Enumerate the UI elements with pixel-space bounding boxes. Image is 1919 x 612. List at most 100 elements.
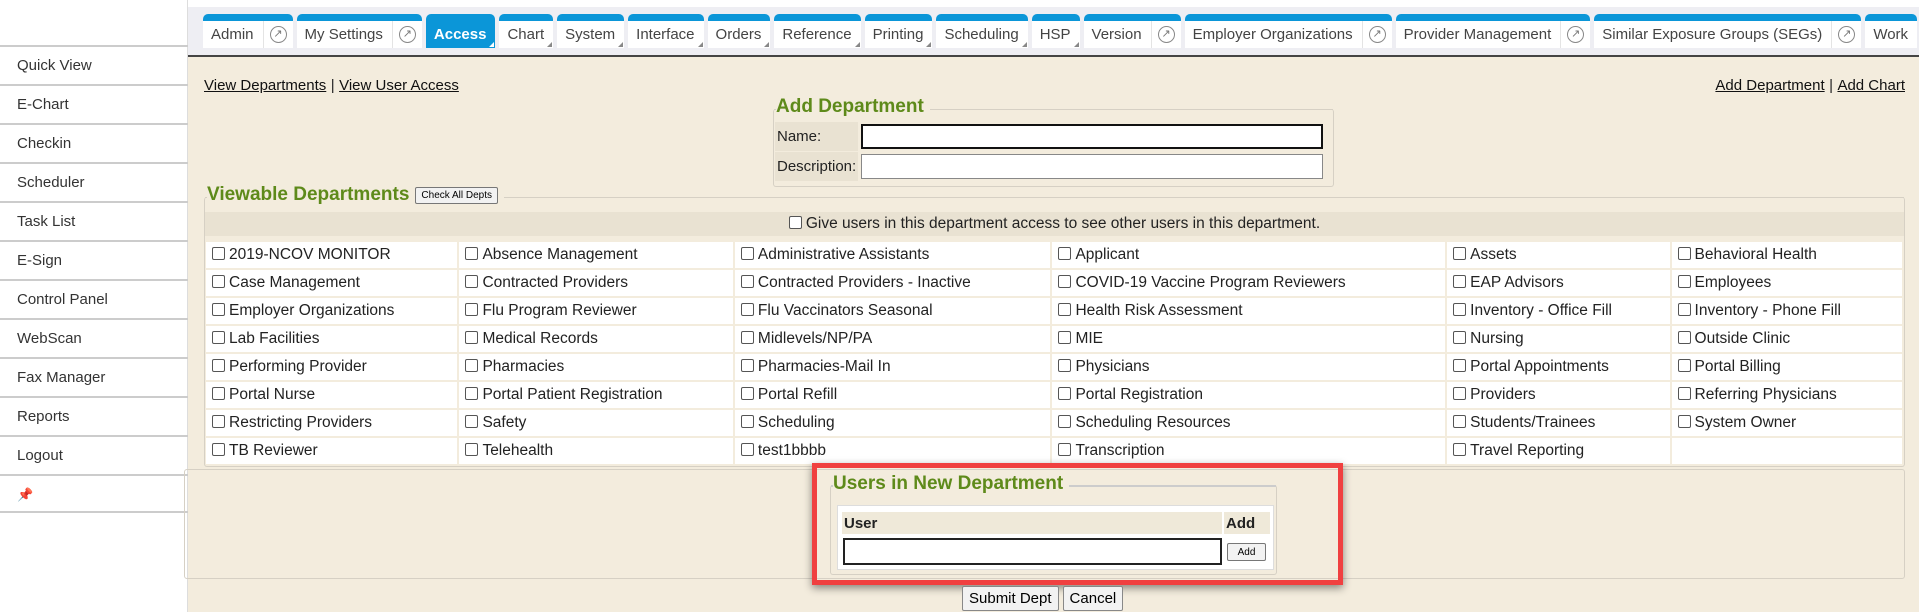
open-external-button[interactable]: ↗ [1150,21,1181,48]
department-option[interactable]: TB Reviewer [206,438,458,464]
department-option[interactable]: Portal Nurse [206,382,458,408]
department-option[interactable]: Portal Refill [734,382,1051,408]
department-option[interactable]: Telehealth [459,438,733,464]
tab-system[interactable]: System [557,14,625,48]
department-option[interactable]: Portal Billing [1671,354,1902,380]
department-checkbox[interactable] [1058,387,1072,400]
description-input[interactable] [861,154,1324,179]
department-checkbox[interactable] [1453,247,1467,260]
tab-scheduling[interactable]: Scheduling [936,14,1028,48]
department-checkbox[interactable] [1453,359,1467,372]
open-external-button[interactable]: ↗ [1361,21,1392,48]
department-option[interactable]: Flu Program Reviewer [459,298,733,324]
department-option[interactable]: Behavioral Health [1671,242,1902,268]
name-input[interactable] [861,124,1324,149]
department-checkbox[interactable] [212,275,225,288]
sidebar-item-webscan[interactable]: WebScan [0,318,188,357]
tab-similar-exposure-groups-segs[interactable]: Similar Exposure Groups (SEGs) ↗ [1594,14,1862,48]
tab-interface[interactable]: Interface [628,14,704,48]
department-checkbox[interactable] [465,387,479,400]
department-option[interactable]: Applicant [1052,242,1446,268]
department-checkbox[interactable] [1058,359,1072,372]
tab-hsp[interactable]: HSP [1031,14,1080,48]
department-option[interactable]: Portal Appointments [1447,354,1670,380]
department-checkbox[interactable] [212,359,225,372]
department-checkbox[interactable] [740,303,754,316]
department-checkbox[interactable] [740,443,754,456]
department-option[interactable]: test1bbbb [734,438,1051,464]
department-option[interactable]: Assets [1447,242,1670,268]
user-input[interactable] [843,538,1222,565]
department-option[interactable]: Safety [459,410,733,436]
department-option[interactable]: Providers [1447,382,1670,408]
tab-version[interactable]: Version ↗ [1083,14,1181,48]
department-checkbox[interactable] [465,415,479,428]
department-option[interactable]: Case Management [206,270,458,296]
department-option[interactable]: Outside Clinic [1671,326,1902,352]
add-user-button[interactable]: Add [1227,543,1266,561]
department-checkbox[interactable] [212,247,225,260]
tab-admin[interactable]: Admin ↗ [203,14,293,48]
department-checkbox[interactable] [465,303,479,316]
department-option[interactable]: 2019-NCOV MONITOR [206,242,458,268]
tab-my-settings[interactable]: My Settings ↗ [296,14,422,48]
tab-chart[interactable]: Chart [499,14,554,48]
department-option[interactable]: System Owner [1671,410,1902,436]
sidebar-item-fax-manager[interactable]: Fax Manager [0,357,188,396]
department-option[interactable]: Pharmacies-Mail In [734,354,1051,380]
department-checkbox[interactable] [1453,303,1467,316]
sidebar-item-task-list[interactable]: Task List [0,201,188,240]
department-option[interactable]: Physicians [1052,354,1446,380]
department-option[interactable]: Absence Management [459,242,733,268]
sidebar-item-quick-view[interactable]: Quick View [0,45,188,84]
department-checkbox[interactable] [740,247,754,260]
department-checkbox[interactable] [465,443,479,456]
department-option[interactable]: Employees [1671,270,1902,296]
sidebar-item-reports[interactable]: Reports [0,396,188,435]
department-checkbox[interactable] [1058,415,1072,428]
department-checkbox[interactable] [740,387,754,400]
submit-dept-button[interactable]: Submit Dept [962,586,1059,611]
department-checkbox[interactable] [1677,359,1691,372]
department-checkbox[interactable] [1677,303,1691,316]
department-checkbox[interactable] [1058,247,1072,260]
department-option[interactable]: Transcription [1052,438,1446,464]
department-checkbox[interactable] [740,275,754,288]
department-checkbox[interactable] [465,359,479,372]
pin-sidebar-button[interactable]: 📌 [0,474,188,513]
department-option[interactable]: Contracted Providers [459,270,733,296]
department-checkbox[interactable] [465,331,479,344]
department-option[interactable]: Medical Records [459,326,733,352]
department-option[interactable]: Students/Trainees [1447,410,1670,436]
tab-employer-organizations[interactable]: Employer Organizations ↗ [1184,14,1392,48]
department-checkbox[interactable] [1453,275,1467,288]
department-option[interactable]: Lab Facilities [206,326,458,352]
add-department-link[interactable]: Add Department [1715,77,1825,94]
department-option[interactable]: Employer Organizations [206,298,458,324]
department-option[interactable]: Pharmacies [459,354,733,380]
department-checkbox[interactable] [740,415,754,428]
sidebar-item-e-chart[interactable]: E-Chart [0,84,188,123]
department-checkbox[interactable] [1058,303,1072,316]
give-access-checkbox[interactable] [788,216,802,229]
department-checkbox[interactable] [465,247,479,260]
view-departments-link[interactable]: View Departments [204,77,327,94]
tab-reference[interactable]: Reference [774,14,861,48]
sidebar-item-scheduler[interactable]: Scheduler [0,162,188,201]
department-checkbox[interactable] [1453,443,1467,456]
department-option[interactable]: Nursing [1447,326,1670,352]
department-checkbox[interactable] [740,359,754,372]
department-option[interactable]: EAP Advisors [1447,270,1670,296]
department-option[interactable]: Performing Provider [206,354,458,380]
department-checkbox[interactable] [1677,387,1691,400]
tab-printing[interactable]: Printing [864,14,933,48]
department-option[interactable]: MIE [1052,326,1446,352]
sidebar-item-control-panel[interactable]: Control Panel [0,279,188,318]
department-option[interactable]: Scheduling [734,410,1051,436]
department-option[interactable]: Restricting Providers [206,410,458,436]
sidebar-item-checkin[interactable]: Checkin [0,123,188,162]
department-checkbox[interactable] [1453,387,1467,400]
department-checkbox[interactable] [1058,331,1072,344]
department-option[interactable]: Referring Physicians [1671,382,1902,408]
department-option[interactable]: Contracted Providers - Inactive [734,270,1051,296]
